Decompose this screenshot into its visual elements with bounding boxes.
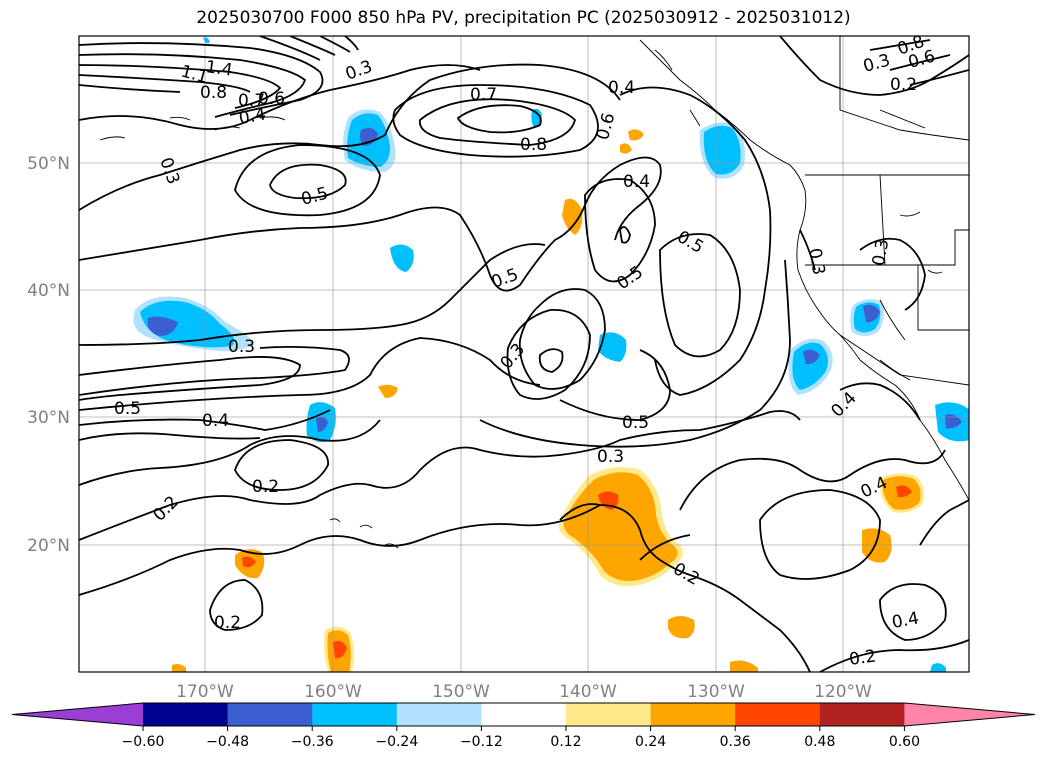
lon-label: 130°W bbox=[687, 682, 745, 702]
negative-precip-shading bbox=[133, 37, 969, 672]
contour-label: 0.3 bbox=[804, 247, 828, 277]
contour-label: 0.4 bbox=[623, 172, 650, 192]
contour-label: 0.6 bbox=[258, 89, 285, 109]
colorbar-tick-label: 0.48 bbox=[804, 734, 835, 750]
lon-label: 140°W bbox=[559, 682, 617, 702]
contour-label: 0.2 bbox=[214, 613, 241, 633]
contour-label: 0.8 bbox=[520, 135, 547, 155]
colorbar-tick-label: 0.12 bbox=[550, 734, 581, 750]
lon-label: 120°W bbox=[814, 682, 872, 702]
lat-label: 50°N bbox=[27, 154, 70, 174]
lat-label: 20°N bbox=[27, 536, 70, 556]
colorbar-tick-label: 0.60 bbox=[889, 734, 920, 750]
contour-label: 0.4 bbox=[608, 78, 635, 98]
contour-label: 1.4 bbox=[204, 57, 234, 81]
map-area: 1.4 1.1 0.8 0.7 0.6 0.4 0.3 0.7 0.8 0.4 … bbox=[79, 36, 969, 672]
lon-label: 160°W bbox=[304, 682, 362, 702]
colorbar-segment bbox=[481, 703, 567, 726]
colorbar-extend-min bbox=[12, 703, 143, 726]
colorbar-segment bbox=[650, 703, 736, 726]
contour-label: 0.2 bbox=[848, 646, 878, 670]
pv-contours bbox=[79, 36, 969, 672]
contour-label: 0.2 bbox=[890, 75, 917, 95]
colorbar-tick-label: 0.24 bbox=[635, 734, 666, 750]
colorbar-segment bbox=[566, 703, 652, 726]
longitude-labels: 170°W 160°W 150°W 140°W 130°W 120°W bbox=[176, 682, 872, 702]
colorbar-extend-max bbox=[904, 703, 1035, 726]
contour-label: 0.7 bbox=[470, 85, 497, 105]
contour-label: 0.5 bbox=[114, 399, 141, 419]
lon-label: 150°W bbox=[432, 682, 490, 702]
contour-label: 0.7 bbox=[238, 91, 265, 111]
positive-precip-shading bbox=[172, 129, 924, 672]
contour-label: 0.2 bbox=[252, 477, 279, 497]
contour-label: 0.8 bbox=[200, 83, 227, 103]
latitude-labels: 50°N 40°N 30°N 20°N bbox=[27, 154, 70, 556]
contour-label: 0.4 bbox=[237, 105, 267, 129]
coastlines bbox=[99, 36, 969, 549]
lon-label: 170°W bbox=[176, 682, 234, 702]
colorbar-segment bbox=[227, 703, 313, 726]
lat-label: 30°N bbox=[27, 408, 70, 428]
lat-label: 40°N bbox=[27, 281, 70, 301]
contour-label: 0.3 bbox=[869, 237, 893, 267]
colorbar-segment bbox=[312, 703, 398, 726]
colorbar-segment bbox=[396, 703, 482, 726]
contour-label: 0.3 bbox=[228, 337, 255, 357]
colorbar-tick-label: −0.48 bbox=[206, 734, 249, 750]
colorbar-segment bbox=[819, 703, 905, 726]
colorbar-tick-label: −0.36 bbox=[291, 734, 334, 750]
map-frame bbox=[78, 35, 970, 673]
colorbar: −0.60 −0.48 −0.36 −0.24 −0.12 0.12 0.24 0.36 0.4… bbox=[11, 702, 1036, 750]
contour-label: 0.4 bbox=[890, 609, 920, 633]
colorbar-tick-label: −0.12 bbox=[460, 734, 503, 750]
colorbar-segment bbox=[735, 703, 821, 726]
colorbar-segment bbox=[143, 703, 229, 726]
contour-label: 0.4 bbox=[202, 411, 229, 431]
colorbar-tick-label: −0.24 bbox=[375, 734, 418, 750]
contour-label: 0.3 bbox=[597, 447, 624, 467]
colorbar-tick-label: −0.60 bbox=[122, 734, 165, 750]
colorbar-tick-label: 0.36 bbox=[720, 734, 751, 750]
map-title: 2025030700 F000 850 hPa PV, precipitatio… bbox=[196, 8, 851, 28]
contour-label: 0.5 bbox=[622, 413, 649, 433]
